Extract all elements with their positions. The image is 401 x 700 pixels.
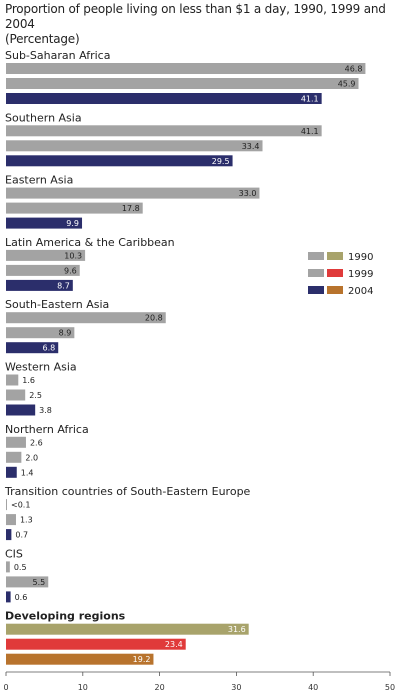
legend-swatch <box>308 286 324 294</box>
bar <box>6 638 186 650</box>
bar <box>6 529 12 541</box>
data-label: 31.6 <box>228 625 246 634</box>
bar <box>6 591 11 603</box>
data-label: 2.0 <box>25 453 38 462</box>
data-label: 6.8 <box>42 344 55 353</box>
data-label: 45.9 <box>338 80 356 89</box>
legend-label: 2004 <box>348 286 373 297</box>
x-tick-label: 40 <box>308 683 318 692</box>
chart-title-block: Proportion of people living on less than… <box>5 2 397 47</box>
data-label: 3.8 <box>39 406 52 415</box>
bar <box>6 279 73 291</box>
bar <box>6 264 80 276</box>
bar <box>6 93 322 104</box>
bar <box>6 389 26 401</box>
group-label: CIS <box>5 547 23 560</box>
group-label: Developing regions <box>5 610 126 623</box>
data-label: 0.6 <box>15 593 28 602</box>
bar <box>6 466 17 478</box>
bar <box>6 249 86 261</box>
bar <box>6 436 26 448</box>
bar <box>6 653 154 665</box>
bar <box>6 63 366 74</box>
bar <box>6 404 36 416</box>
bar <box>6 451 22 463</box>
bar <box>6 374 19 386</box>
data-label: 9.9 <box>66 219 79 228</box>
bar <box>6 499 7 511</box>
data-label: 9.6 <box>64 266 77 275</box>
data-label: 0.5 <box>14 563 27 572</box>
bar <box>6 217 83 229</box>
data-label: 41.1 <box>301 127 319 136</box>
legend-swatch <box>327 269 343 277</box>
bar <box>6 514 16 526</box>
legend-swatch <box>327 286 343 294</box>
legend-label: 1990 <box>348 252 373 263</box>
data-label: 29.5 <box>212 157 230 166</box>
bar <box>6 202 143 214</box>
x-tick-label: 30 <box>231 683 241 692</box>
data-label: 1.3 <box>20 516 33 525</box>
x-tick-label: 20 <box>155 683 165 692</box>
data-label: 33.4 <box>242 142 260 151</box>
group-label: Transition countries of South-Eastern Eu… <box>4 485 251 498</box>
bar <box>6 125 322 137</box>
bar <box>6 576 49 588</box>
group-label: Latin America & the Caribbean <box>5 236 175 249</box>
data-label: 8.7 <box>57 281 70 290</box>
bar <box>6 155 233 167</box>
data-label: 10.3 <box>64 251 82 260</box>
chart-title: Proportion of people living on less than… <box>5 2 386 31</box>
group-label: Eastern Asia <box>5 174 73 187</box>
bar <box>6 78 359 89</box>
data-label: 2.6 <box>30 438 43 447</box>
x-tick-label: 10 <box>78 683 88 692</box>
data-label: 23.4 <box>165 640 183 649</box>
data-label: 33.0 <box>239 189 257 198</box>
legend-label: 1999 <box>348 269 373 280</box>
data-label: 17.8 <box>122 204 140 213</box>
data-label: 2.5 <box>29 391 42 400</box>
data-label: <0.1 <box>11 501 30 510</box>
group-label: Southern Asia <box>5 111 82 124</box>
bar <box>6 187 260 199</box>
data-label: 20.8 <box>145 314 163 323</box>
group-label: Western Asia <box>5 361 77 374</box>
data-label: 5.5 <box>33 578 46 587</box>
legend-swatch <box>327 252 343 260</box>
data-label: 1.4 <box>21 468 34 477</box>
legend-swatch <box>308 252 324 260</box>
bar <box>6 342 59 354</box>
bar <box>6 312 166 324</box>
legend-swatch <box>308 269 324 277</box>
data-label: 8.9 <box>59 329 72 338</box>
data-label: 19.2 <box>133 655 151 664</box>
chart-subtitle: (Percentage) <box>5 32 80 46</box>
data-label: 41.1 <box>301 95 319 104</box>
x-tick-label: 50 <box>385 683 395 692</box>
group-label: South-Eastern Asia <box>5 298 109 311</box>
bar <box>6 140 263 152</box>
x-tick-label: 0 <box>3 683 8 692</box>
group-label: Northern Africa <box>5 423 89 436</box>
bar <box>6 561 10 573</box>
bar <box>6 327 75 339</box>
data-label: 0.7 <box>15 531 28 540</box>
data-label: 46.8 <box>345 65 363 74</box>
group-label: Sub-Saharan Africa <box>5 49 110 62</box>
bar <box>6 623 249 635</box>
data-label: 1.6 <box>22 376 35 385</box>
